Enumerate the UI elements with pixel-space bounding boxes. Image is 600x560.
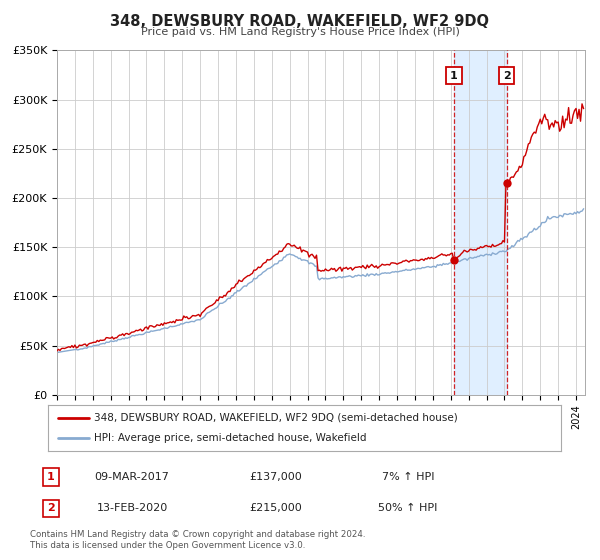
- Text: 1: 1: [450, 71, 458, 81]
- Text: £137,000: £137,000: [250, 472, 302, 482]
- Bar: [454, 50, 506, 395]
- Text: Contains HM Land Registry data © Crown copyright and database right 2024.: Contains HM Land Registry data © Crown c…: [30, 530, 365, 539]
- Text: 09-MAR-2017: 09-MAR-2017: [95, 472, 169, 482]
- Text: Price paid vs. HM Land Registry's House Price Index (HPI): Price paid vs. HM Land Registry's House …: [140, 27, 460, 37]
- Text: 13-FEB-2020: 13-FEB-2020: [97, 503, 167, 514]
- Text: 2: 2: [503, 71, 511, 81]
- Text: 50% ↑ HPI: 50% ↑ HPI: [379, 503, 437, 514]
- Text: 348, DEWSBURY ROAD, WAKEFIELD, WF2 9DQ: 348, DEWSBURY ROAD, WAKEFIELD, WF2 9DQ: [110, 14, 490, 29]
- Text: HPI: Average price, semi-detached house, Wakefield: HPI: Average price, semi-detached house,…: [94, 433, 367, 443]
- Text: This data is licensed under the Open Government Licence v3.0.: This data is licensed under the Open Gov…: [30, 541, 305, 550]
- Text: 348, DEWSBURY ROAD, WAKEFIELD, WF2 9DQ (semi-detached house): 348, DEWSBURY ROAD, WAKEFIELD, WF2 9DQ (…: [94, 413, 458, 423]
- Text: £215,000: £215,000: [250, 503, 302, 514]
- Text: 7% ↑ HPI: 7% ↑ HPI: [382, 472, 434, 482]
- Text: 2: 2: [47, 503, 55, 514]
- Text: 1: 1: [47, 472, 55, 482]
